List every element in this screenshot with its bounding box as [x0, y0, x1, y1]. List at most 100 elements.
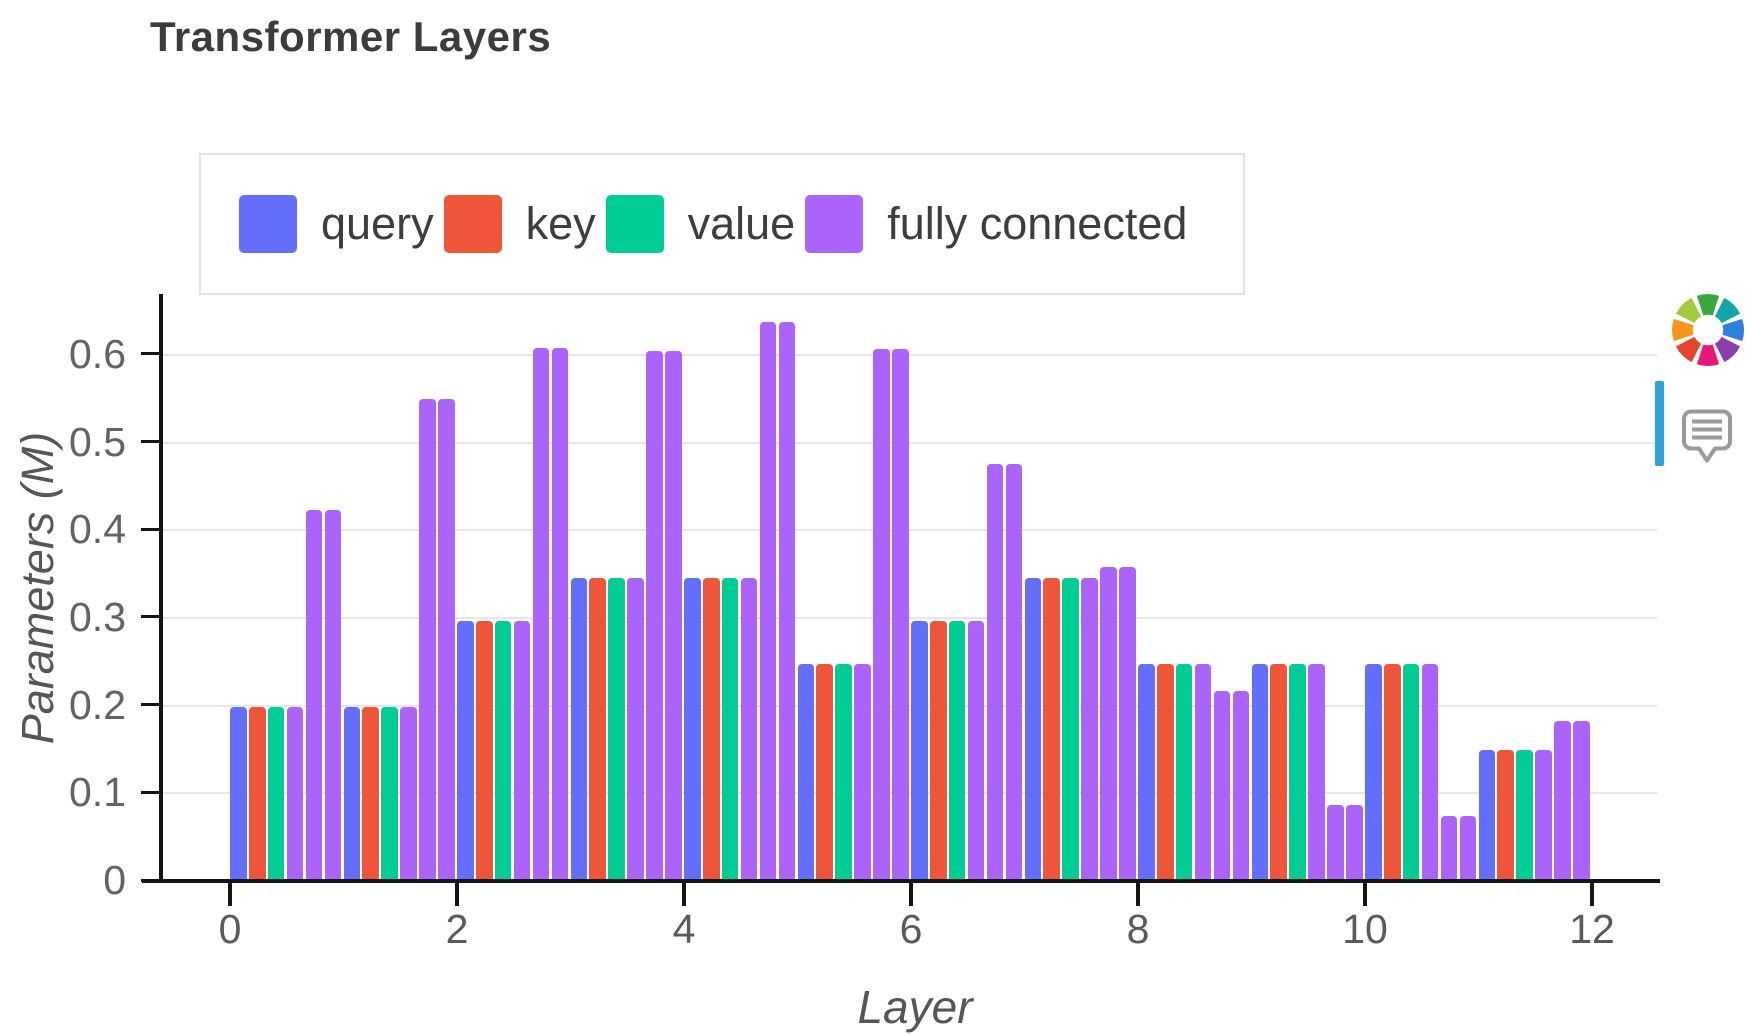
x-tick-8: [1136, 883, 1140, 906]
plot-area: [161, 295, 1657, 880]
legend-swatch-key: [443, 195, 502, 253]
bar-layer8-key: [1156, 664, 1174, 880]
bar-layer8-fc-2: [1232, 690, 1250, 880]
bar-layer7-fc-2: [1119, 566, 1136, 880]
bar-layer6-fc-0: [967, 621, 985, 880]
bar-layer2-fc-0: [513, 621, 531, 880]
y-tick-label-0.2: 0.2: [69, 681, 126, 728]
bar-layer5-fc-1: [873, 349, 890, 880]
logo-segment-6: [1672, 294, 1744, 366]
x-tick-label-4: 4: [672, 906, 696, 952]
y-gridline-0.1: [161, 792, 1657, 795]
comment-bubble-icon[interactable]: [1681, 408, 1733, 465]
bar-layer4-fc-0: [740, 578, 758, 880]
bar-layer3-key: [589, 578, 606, 880]
legend-label-fully-connected: fully connected: [887, 198, 1188, 249]
bar-layer7-query: [1024, 578, 1042, 880]
bar-layer3-fc-1: [646, 351, 663, 880]
y-gridline-0.3: [161, 616, 1657, 619]
bar-layer6-query: [911, 621, 928, 880]
bar-layer2-key: [475, 621, 493, 880]
legend-item-fully-connected[interactable]: fully connected: [805, 195, 1187, 253]
y-tick-0.3: [141, 615, 160, 619]
bar-layer8-fc-0: [1194, 664, 1212, 880]
bar-layer6-fc-2: [1005, 464, 1023, 880]
bar-layer6-key: [929, 621, 947, 880]
bar-layer10-fc-1: [1440, 815, 1458, 880]
bar-layer1-key: [362, 707, 379, 880]
legend-swatch-value: [605, 195, 664, 253]
bar-layer9-key: [1270, 664, 1287, 880]
y-tick-label-0.6: 0.6: [69, 330, 126, 377]
bar-layer8-value: [1175, 664, 1193, 880]
bar-layer11-key: [1497, 750, 1514, 880]
y-axis-title: Parameters (M): [12, 431, 63, 745]
y-tick-0.5: [141, 440, 160, 443]
bar-layer8-query: [1138, 664, 1155, 880]
annotation-tool-logo-icon[interactable]: [1666, 290, 1750, 370]
bar-layer4-key: [702, 578, 720, 880]
y-tick-label-0.4: 0.4: [69, 506, 126, 553]
x-axis-title: Layer: [857, 981, 973, 1033]
bar-layer5-fc-0: [854, 664, 871, 880]
legend-label-key: key: [525, 198, 596, 249]
bar-layer11-query: [1478, 750, 1496, 880]
bar-layer11-fc-0: [1535, 750, 1552, 880]
bar-layer0-fc-2: [324, 509, 342, 880]
bar-layer7-fc-1: [1100, 566, 1117, 880]
bar-layer5-key: [816, 664, 833, 880]
legend-label-value: value: [687, 198, 796, 249]
bar-layer11-value: [1516, 750, 1533, 880]
bar-layer6-value: [948, 621, 966, 880]
x-tick-10: [1363, 883, 1367, 906]
bar-layer1-value: [381, 707, 398, 880]
bar-layer2-value: [494, 621, 512, 880]
bar-layer4-fc-2: [778, 322, 796, 880]
x-tick-2: [455, 883, 459, 906]
bar-layer2-fc-1: [532, 347, 550, 880]
bar-layer9-fc-1: [1327, 804, 1344, 880]
bar-layer9-value: [1289, 664, 1306, 880]
bar-layer3-fc-2: [665, 351, 682, 880]
bar-layer11-fc-1: [1554, 721, 1571, 880]
legend-item-value[interactable]: value: [605, 195, 796, 253]
legend-item-key[interactable]: key: [443, 195, 596, 253]
chart-legend: query key value fully connected: [199, 153, 1245, 295]
y-tick-0.4: [141, 527, 160, 531]
bar-layer1-fc-2: [438, 399, 455, 880]
x-tick-label-8: 8: [1126, 906, 1150, 952]
bar-layer0-value: [267, 707, 285, 880]
logo-segment-2: [1672, 294, 1744, 366]
bar-layer1-fc-1: [419, 399, 436, 880]
y-gridline-0.5: [161, 441, 1657, 444]
x-tick-4: [682, 883, 686, 906]
bar-layer5-query: [797, 664, 815, 880]
x-tick-label-2: 2: [445, 906, 469, 952]
bar-layer10-value: [1402, 664, 1420, 880]
bar-layer9-fc-2: [1346, 804, 1363, 880]
bar-layer0-fc-0: [286, 707, 304, 880]
y-tick-label-0: 0: [103, 857, 126, 903]
x-tick-label-12: 12: [1569, 906, 1615, 952]
legend-swatch-query: [239, 195, 297, 253]
y-tick-label-0.5: 0.5: [69, 418, 126, 465]
logo-segment-1: [1672, 293, 1744, 366]
y-gridline-0.4: [161, 529, 1657, 532]
bar-layer0-query: [230, 707, 247, 880]
bar-layer2-fc-2: [551, 347, 569, 880]
bar-layer3-query: [570, 578, 588, 880]
bar-layer7-key: [1043, 578, 1060, 880]
bar-layer5-fc-2: [892, 349, 909, 880]
x-axis-line: [142, 879, 1660, 883]
bar-layer3-fc-0: [627, 578, 644, 880]
chart-title: Transformer Layers: [150, 13, 552, 60]
bar-layer4-fc-1: [759, 322, 777, 880]
y-gridline-0.2: [161, 704, 1657, 707]
x-tick-0: [228, 883, 232, 906]
y-tick-0.2: [141, 703, 160, 707]
bar-layer10-fc-2: [1459, 815, 1477, 880]
scroll-indicator[interactable]: [1655, 381, 1664, 466]
bar-layer2-query: [457, 621, 474, 880]
legend-item-query[interactable]: query: [239, 195, 434, 253]
bar-layer7-value: [1062, 578, 1079, 880]
